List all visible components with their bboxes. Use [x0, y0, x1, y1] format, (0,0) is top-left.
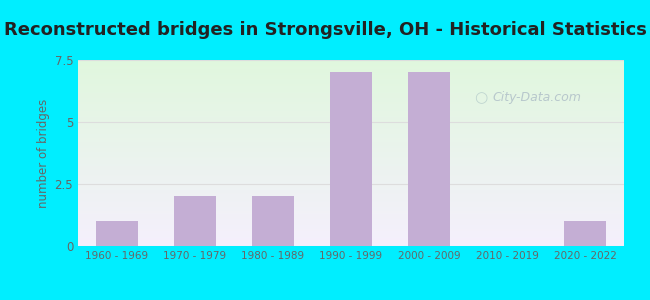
Bar — [408, 72, 450, 246]
Y-axis label: number of bridges: number of bridges — [37, 98, 50, 208]
Text: ○: ○ — [474, 90, 487, 105]
Bar — [564, 221, 606, 246]
Bar — [330, 72, 372, 246]
Text: City-Data.com: City-Data.com — [493, 91, 582, 104]
Text: Reconstructed bridges in Strongsville, OH - Historical Statistics: Reconstructed bridges in Strongsville, O… — [3, 21, 647, 39]
Bar — [174, 196, 216, 246]
Bar — [252, 196, 294, 246]
Bar — [96, 221, 138, 246]
